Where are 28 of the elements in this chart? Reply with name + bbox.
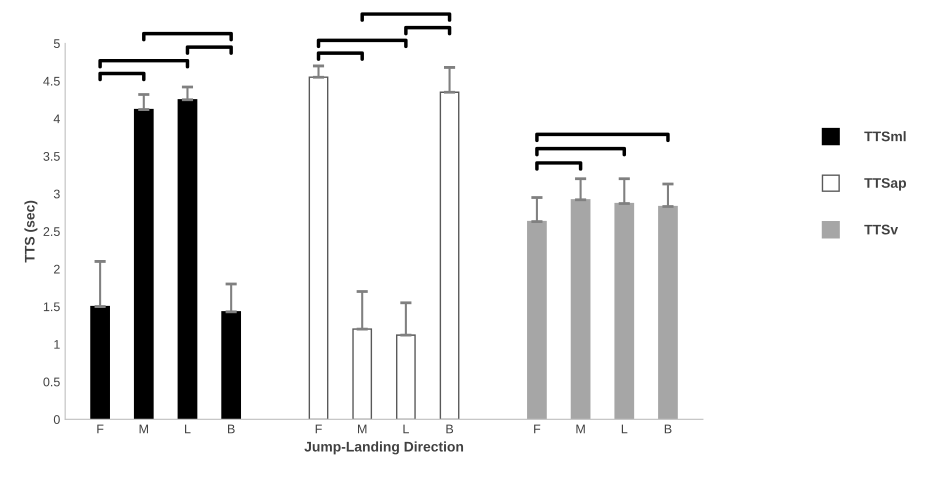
x-axis-title: Jump-Landing Direction [304, 441, 464, 454]
legend-label: TTSap [864, 178, 906, 191]
y-tick-label: 5 [54, 39, 60, 48]
x-tick-label: L [185, 424, 191, 434]
legend-label: TTSv [864, 224, 898, 235]
y-axis-title: TTS (sec) [24, 200, 38, 262]
legend-label: TTSml [864, 131, 906, 142]
x-tick-label: M [576, 424, 585, 434]
x-tick-label: L [403, 424, 409, 434]
y-tick-label: 2 [54, 264, 60, 274]
y-tick-label: 0.5 [43, 378, 60, 386]
y-tick-label: 4 [54, 114, 60, 124]
x-tick-label: F [316, 424, 322, 434]
x-tick-label: F [97, 424, 104, 434]
x-tick-label: F [534, 424, 540, 434]
y-tick-label: 3.5 [43, 152, 60, 161]
y-tick-label: 2.5 [44, 227, 60, 236]
y-tick-label: 1.5 [44, 302, 60, 312]
x-tick-label: B [446, 424, 454, 434]
x-tick-label: B [664, 424, 672, 434]
x-tick-label: L [622, 424, 628, 434]
y-tick-label: 1 [54, 340, 60, 349]
x-tick-label: M [358, 424, 366, 434]
y-tick-label: 4.5 [43, 76, 60, 86]
y-tick-label: 0 [54, 415, 60, 424]
x-tick-label: M [140, 424, 148, 434]
y-tick-label: 3 [54, 190, 60, 198]
x-tick-label: B [228, 424, 235, 434]
